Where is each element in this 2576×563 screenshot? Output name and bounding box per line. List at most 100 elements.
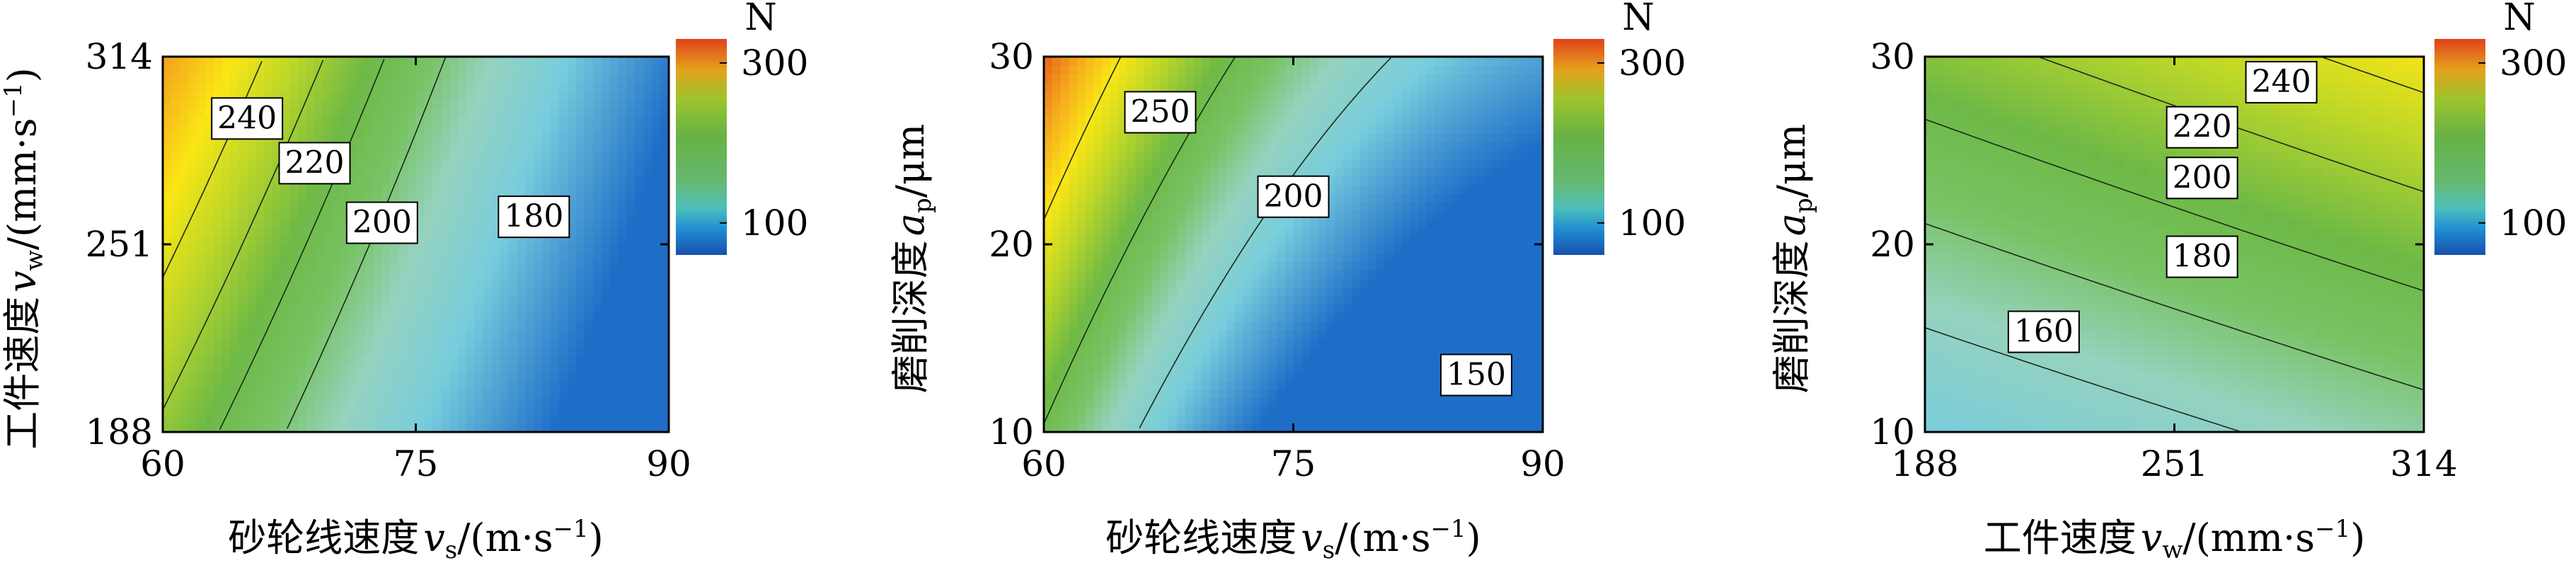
- heatmap-cell: [660, 295, 669, 305]
- heatmap-cell: [1443, 270, 1452, 279]
- heatmap-cell: [551, 261, 560, 271]
- heatmap-cell: [1210, 218, 1219, 228]
- heatmap-cell: [592, 253, 602, 262]
- heatmap-cell: [534, 380, 544, 390]
- heatmap-cell: [1418, 253, 1427, 262]
- heatmap-cell: [1368, 295, 1377, 305]
- heatmap-cell: [1052, 261, 1062, 271]
- heatmap-cell: [280, 304, 290, 314]
- heatmap-cell: [1335, 99, 1344, 109]
- heatmap-cell: [601, 227, 611, 237]
- heatmap-cell: [568, 116, 577, 126]
- heatmap-cell: [1243, 397, 1253, 407]
- heatmap-cell: [390, 253, 400, 262]
- heatmap-cell: [525, 278, 535, 288]
- heatmap-cell: [398, 414, 408, 424]
- heatmap-cell: [306, 253, 316, 262]
- heatmap-cell: [179, 184, 189, 194]
- heatmap-cell: [424, 363, 434, 373]
- heatmap-cell: [568, 99, 577, 109]
- heatmap-cell: [643, 142, 652, 152]
- heatmap-cell: [1168, 261, 1178, 271]
- heatmap-cell: [323, 235, 333, 245]
- heatmap-cell: [1052, 218, 1062, 228]
- heatmap-cell: [280, 210, 290, 220]
- heatmap-cell: [1144, 380, 1153, 390]
- heatmap-cell: [1368, 65, 1377, 74]
- heatmap-cell: [1168, 287, 1178, 297]
- heatmap-cell: [1160, 261, 1170, 271]
- heatmap-cell: [643, 159, 652, 169]
- heatmap-cell: [331, 253, 341, 262]
- heatmap-cell: [1384, 82, 1394, 91]
- heatmap-cell: [1093, 125, 1103, 135]
- heatmap-cell: [1226, 218, 1236, 228]
- heatmap-cell: [609, 57, 619, 66]
- heatmap-cell: [534, 150, 544, 160]
- heatmap-cell: [1277, 82, 1286, 91]
- heatmap-cell: [188, 321, 197, 331]
- heatmap-cell: [1335, 397, 1344, 407]
- heatmap-cell: [601, 167, 611, 177]
- heatmap-cell: [1326, 346, 1336, 356]
- heatmap-cell: [255, 287, 265, 297]
- heatmap-cell: [1318, 150, 1328, 160]
- heatmap-cell: [1218, 176, 1228, 186]
- heatmap-cell: [1277, 99, 1286, 109]
- heatmap-cell: [508, 287, 518, 297]
- heatmap-cell: [542, 261, 551, 271]
- heatmap-cell: [1144, 57, 1153, 66]
- heatmap-cell: [559, 150, 568, 160]
- heatmap-cell: [584, 74, 594, 83]
- heatmap-cell: [474, 414, 484, 424]
- heatmap-cell: [1443, 91, 1452, 101]
- heatmap-cell: [592, 312, 602, 322]
- heatmap-cell: [1044, 389, 1053, 399]
- heatmap-cell: [1044, 193, 1053, 203]
- heatmap-cell: [213, 227, 223, 237]
- heatmap-cell: [1384, 278, 1394, 288]
- heatmap-cell: [171, 167, 180, 177]
- heatmap-cell: [1177, 304, 1186, 314]
- heatmap-cell: [1193, 65, 1203, 74]
- heatmap-cell: [568, 150, 577, 160]
- heatmap-cell: [297, 423, 307, 433]
- heatmap-cell: [1351, 397, 1361, 407]
- heatmap-cell: [1376, 278, 1386, 288]
- heatmap-cell: [1359, 380, 1369, 390]
- heatmap-cell: [575, 193, 585, 203]
- heatmap-cell: [483, 167, 493, 177]
- heatmap-cell: [1393, 329, 1403, 339]
- heatmap-cell: [626, 295, 636, 305]
- heatmap-cell: [1401, 116, 1410, 126]
- heatmap-cell: [163, 193, 172, 203]
- heatmap-cell: [1202, 227, 1211, 237]
- heatmap-cell: [1268, 116, 1277, 126]
- heatmap-cell: [483, 159, 493, 169]
- heatmap-cell: [1210, 414, 1219, 424]
- heatmap-cell: [635, 312, 645, 322]
- heatmap-cell: [340, 57, 349, 66]
- heatmap-cell: [592, 150, 602, 160]
- heatmap-cell: [1135, 321, 1144, 331]
- heatmap-cell: [534, 133, 544, 143]
- heatmap-cell: [1376, 380, 1386, 390]
- heatmap-cell: [1410, 184, 1419, 194]
- heatmap-cell: [1110, 321, 1120, 331]
- heatmap-cell: [340, 287, 349, 297]
- heatmap-cell: [1426, 244, 1436, 254]
- heatmap-cell: [466, 295, 476, 305]
- heatmap-cell: [618, 116, 628, 126]
- heatmap-cell: [1434, 82, 1444, 91]
- heatmap-cell: [1451, 201, 1461, 211]
- heatmap-cell: [1077, 184, 1086, 194]
- heatmap-cell: [517, 346, 527, 356]
- heatmap-cell: [222, 406, 231, 416]
- heatmap-cell: [1393, 287, 1403, 297]
- heatmap-cell: [643, 287, 652, 297]
- heatmap-cell: [432, 159, 442, 169]
- heatmap-cell: [1069, 287, 1078, 297]
- heatmap-cell: [1235, 99, 1244, 109]
- heatmap-cell: [1251, 372, 1261, 382]
- heatmap-cell: [1268, 261, 1277, 271]
